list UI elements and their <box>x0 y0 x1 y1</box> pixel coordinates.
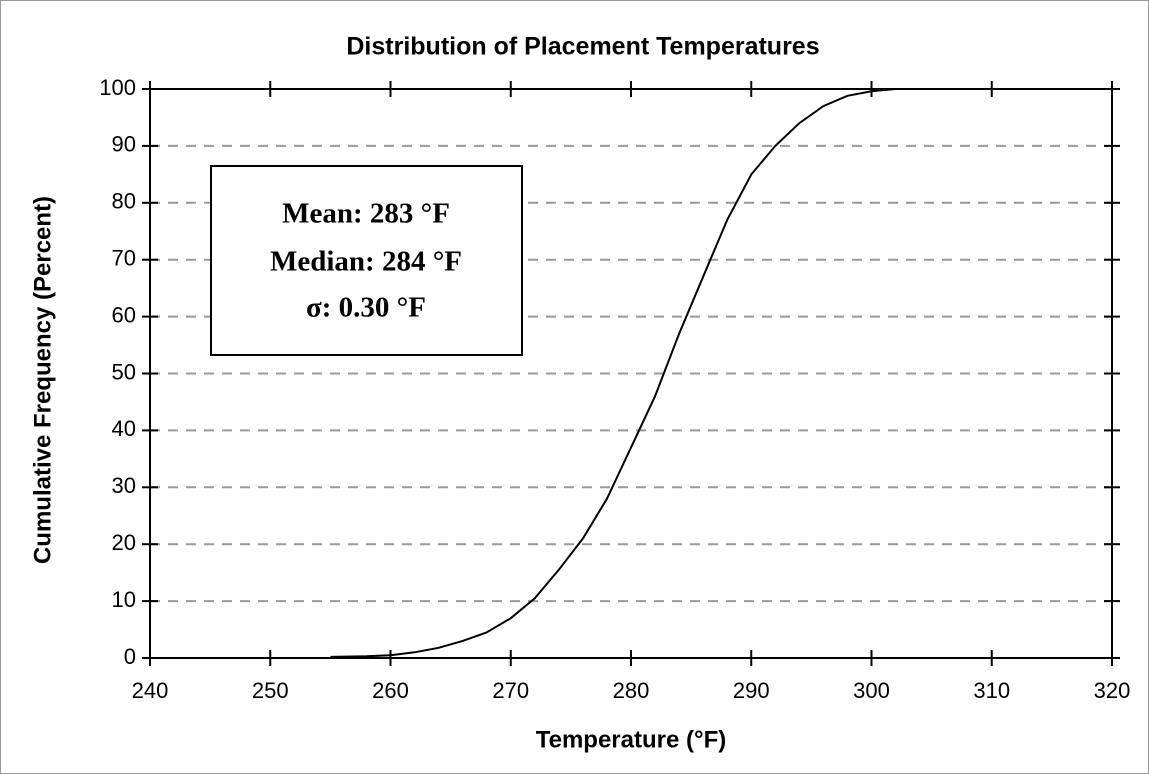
y-tick-label: 60 <box>112 302 136 327</box>
x-tick-label: 280 <box>613 678 650 703</box>
y-tick-label: 40 <box>112 416 136 441</box>
annotation: Mean: 283 °F <box>282 198 450 230</box>
annotation-box <box>210 165 523 356</box>
x-tick-label: 290 <box>733 678 770 703</box>
x-tick-label: 250 <box>252 678 289 703</box>
annotation: Median: 284 °F <box>270 246 462 278</box>
y-tick-label: 30 <box>112 473 136 498</box>
y-tick-label: 0 <box>124 644 136 669</box>
y-tick-label: 10 <box>112 587 136 612</box>
y-tick-label: 100 <box>99 75 136 100</box>
annotation: σ: 0.30 °F <box>306 292 426 324</box>
chart-title: Distribution of Placement Temperatures <box>346 33 819 61</box>
y-tick-label: 80 <box>112 189 136 214</box>
plot-frame <box>149 88 1113 659</box>
x-axis-label: Temperature (°F) <box>536 726 727 753</box>
data-line <box>330 88 896 658</box>
x-tick-label: 310 <box>973 678 1010 703</box>
plot-area: 0 10 20 30 40 50 60 70 80 90 100 240 250 260 270 280 290… <box>99 75 1130 703</box>
x-tick-label: 300 <box>853 678 890 703</box>
x-tick-label: 270 <box>492 678 529 703</box>
y-tick-label: 50 <box>112 359 136 384</box>
x-tick-label: 260 <box>372 678 409 703</box>
y-tick-label: 20 <box>112 530 136 555</box>
x-tick-label: 320 <box>1094 678 1131 703</box>
y-axis-label: Cumulative Frequency (Percent) <box>29 196 56 564</box>
y-tick-label: 90 <box>112 132 136 157</box>
x-tick-label: 240 <box>132 678 169 703</box>
y-tick-label: 70 <box>112 246 136 271</box>
